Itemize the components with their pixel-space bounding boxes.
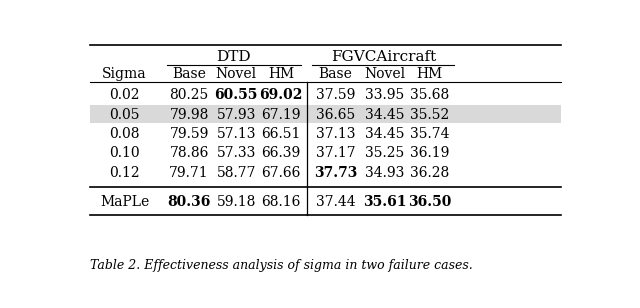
Text: 79.98: 79.98: [170, 107, 209, 122]
Text: 60.55: 60.55: [214, 88, 258, 102]
Text: 59.18: 59.18: [216, 195, 256, 209]
Text: 67.66: 67.66: [261, 166, 301, 180]
Text: 37.13: 37.13: [316, 127, 355, 141]
Text: HM: HM: [417, 67, 443, 81]
Text: Table 2. Effectiveness analysis of sigma in two failure cases.: Table 2. Effectiveness analysis of sigma…: [90, 259, 473, 272]
Text: 35.25: 35.25: [365, 146, 404, 160]
Text: HM: HM: [268, 67, 294, 81]
Text: 37.44: 37.44: [316, 195, 355, 209]
Text: 80.36: 80.36: [168, 195, 211, 209]
Text: 35.68: 35.68: [410, 88, 449, 102]
Text: 57.13: 57.13: [216, 127, 256, 141]
Text: 69.02: 69.02: [259, 88, 303, 102]
Text: 34.45: 34.45: [365, 127, 404, 141]
Text: 37.59: 37.59: [316, 88, 355, 102]
Text: 36.50: 36.50: [408, 195, 451, 209]
Text: 79.71: 79.71: [170, 166, 209, 180]
Text: MaPLe: MaPLe: [100, 195, 149, 209]
Text: Sigma: Sigma: [102, 67, 147, 81]
Text: 57.93: 57.93: [216, 107, 256, 122]
Text: Novel: Novel: [216, 67, 257, 81]
Text: 0.12: 0.12: [109, 166, 140, 180]
Text: 37.73: 37.73: [314, 166, 357, 180]
Text: 36.65: 36.65: [316, 107, 355, 122]
Bar: [90, 105, 561, 123]
Text: 66.51: 66.51: [261, 127, 301, 141]
Text: 68.16: 68.16: [261, 195, 301, 209]
Text: 33.95: 33.95: [365, 88, 404, 102]
Text: 34.93: 34.93: [365, 166, 404, 180]
Text: 0.08: 0.08: [109, 127, 140, 141]
Text: 36.19: 36.19: [410, 146, 449, 160]
Text: 35.52: 35.52: [410, 107, 449, 122]
Text: 58.77: 58.77: [216, 166, 256, 180]
Text: 34.45: 34.45: [365, 107, 404, 122]
Text: 0.05: 0.05: [109, 107, 140, 122]
Text: 67.19: 67.19: [261, 107, 301, 122]
Text: 0.10: 0.10: [109, 146, 140, 160]
Text: Novel: Novel: [364, 67, 406, 81]
Text: 66.39: 66.39: [261, 146, 301, 160]
Text: 37.17: 37.17: [316, 146, 355, 160]
Text: FGVCAircraft: FGVCAircraft: [331, 50, 436, 64]
Text: 79.59: 79.59: [170, 127, 209, 141]
Text: 80.25: 80.25: [170, 88, 209, 102]
Text: 78.86: 78.86: [170, 146, 209, 160]
Text: DTD: DTD: [216, 50, 251, 64]
Text: 35.61: 35.61: [364, 195, 407, 209]
Text: 0.02: 0.02: [109, 88, 140, 102]
Text: Base: Base: [172, 67, 206, 81]
Text: 35.74: 35.74: [410, 127, 449, 141]
Text: 36.28: 36.28: [410, 166, 449, 180]
Text: 57.33: 57.33: [216, 146, 256, 160]
Text: Base: Base: [319, 67, 353, 81]
